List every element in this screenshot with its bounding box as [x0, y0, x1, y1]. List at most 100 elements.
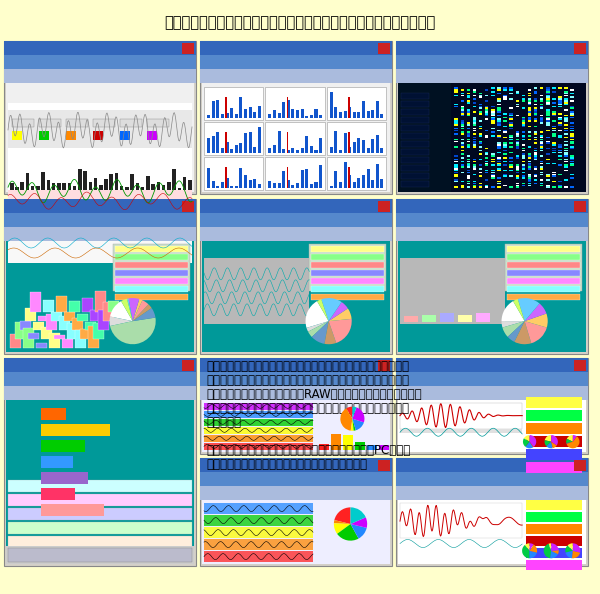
Bar: [565, 124, 568, 125]
Bar: [52, 184, 55, 190]
Bar: [204, 426, 313, 434]
Bar: [326, 157, 386, 190]
Bar: [528, 89, 531, 91]
Bar: [552, 129, 556, 131]
Text: を、多彩なラインナップから選出して提供します。: を、多彩なラインナップから選出して提供します。: [206, 458, 367, 471]
Bar: [339, 182, 342, 188]
Bar: [4, 41, 196, 194]
Bar: [130, 174, 134, 190]
Bar: [528, 115, 531, 116]
Bar: [358, 178, 361, 188]
Bar: [528, 163, 531, 164]
Bar: [534, 113, 538, 115]
Bar: [534, 157, 538, 159]
Bar: [485, 137, 488, 138]
Bar: [204, 435, 313, 442]
Bar: [458, 315, 472, 322]
Bar: [479, 106, 482, 107]
Bar: [515, 170, 519, 172]
Bar: [8, 522, 192, 534]
Bar: [454, 104, 458, 105]
Bar: [461, 126, 464, 127]
Bar: [534, 166, 538, 168]
Bar: [46, 314, 57, 330]
Bar: [461, 166, 464, 168]
Bar: [479, 150, 482, 151]
Bar: [497, 159, 500, 160]
Bar: [221, 114, 224, 118]
Bar: [503, 137, 507, 138]
Wedge shape: [545, 435, 551, 442]
Bar: [348, 97, 350, 118]
Bar: [565, 153, 568, 155]
Bar: [4, 386, 196, 400]
Bar: [93, 119, 115, 127]
Bar: [526, 523, 582, 533]
Wedge shape: [337, 524, 359, 541]
Bar: [521, 144, 525, 146]
Bar: [396, 41, 588, 55]
Bar: [528, 166, 531, 168]
Bar: [558, 122, 562, 124]
Bar: [310, 184, 313, 188]
Bar: [358, 112, 361, 118]
Bar: [558, 102, 562, 103]
Bar: [473, 137, 476, 138]
Bar: [503, 146, 507, 147]
Bar: [204, 443, 313, 450]
Bar: [574, 360, 586, 371]
Bar: [398, 83, 451, 192]
Bar: [454, 133, 458, 135]
Bar: [528, 175, 531, 177]
Bar: [509, 126, 513, 127]
Wedge shape: [551, 550, 559, 554]
Bar: [485, 118, 488, 120]
Bar: [528, 181, 531, 182]
Bar: [491, 111, 494, 113]
Bar: [292, 148, 295, 153]
Bar: [396, 472, 588, 486]
Bar: [473, 89, 476, 91]
Bar: [509, 175, 513, 177]
Bar: [515, 91, 519, 93]
Bar: [454, 172, 458, 173]
Bar: [353, 182, 356, 188]
Bar: [509, 187, 513, 188]
Bar: [509, 113, 513, 115]
Bar: [485, 151, 488, 153]
Bar: [278, 131, 281, 153]
Bar: [59, 316, 70, 330]
Bar: [221, 147, 224, 153]
Bar: [534, 91, 538, 93]
Bar: [204, 157, 263, 190]
Bar: [467, 102, 470, 103]
Bar: [540, 100, 544, 102]
Bar: [226, 178, 229, 188]
Bar: [311, 286, 384, 292]
Bar: [454, 129, 458, 131]
Bar: [509, 161, 513, 162]
Bar: [485, 113, 488, 115]
Bar: [253, 179, 256, 188]
Bar: [200, 199, 392, 354]
Bar: [565, 179, 568, 181]
Bar: [331, 434, 341, 450]
Bar: [515, 157, 519, 159]
Bar: [571, 157, 574, 159]
Bar: [509, 89, 513, 91]
Bar: [8, 536, 192, 548]
Bar: [546, 116, 550, 118]
Bar: [467, 187, 470, 188]
Bar: [461, 122, 464, 124]
Bar: [552, 128, 556, 129]
Bar: [200, 358, 392, 454]
Bar: [521, 175, 525, 177]
Bar: [461, 138, 464, 140]
Bar: [571, 96, 574, 98]
Bar: [497, 161, 500, 162]
Bar: [6, 83, 194, 192]
Bar: [473, 141, 476, 142]
Bar: [287, 100, 290, 118]
Bar: [348, 132, 350, 153]
Bar: [454, 124, 458, 125]
